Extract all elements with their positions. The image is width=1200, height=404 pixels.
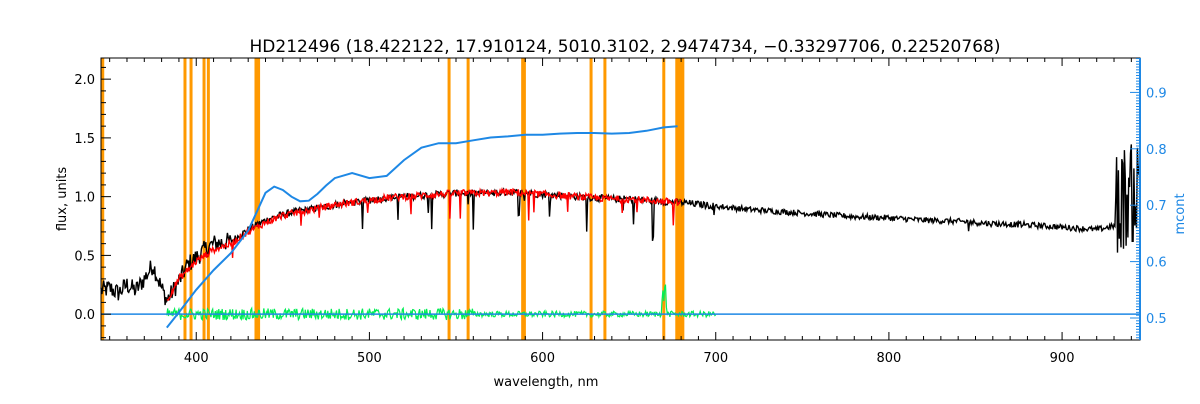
series-group <box>100 125 1141 329</box>
y-axis-label: flux, units <box>55 167 70 232</box>
x-tick-label: 800 <box>876 351 901 366</box>
mcont-line <box>166 125 678 329</box>
y2-tick-label: 0.8 <box>1146 143 1167 158</box>
y2-tick-label: 0.5 <box>1146 312 1167 327</box>
y2-tick-label: 0.6 <box>1146 256 1167 271</box>
y-tick-label: 0.0 <box>74 308 95 323</box>
y-tick-label: 2.0 <box>74 73 95 88</box>
y2-tick-label: 0.7 <box>1146 199 1167 214</box>
y-tick-label: 0.5 <box>74 249 95 264</box>
x-tick-label: 400 <box>184 351 209 366</box>
model-flux-line <box>166 186 682 301</box>
y2-axis-label: mcont <box>1173 193 1188 234</box>
y-tick-label: 1.0 <box>74 191 95 206</box>
y-tick-label: 1.5 <box>74 132 95 147</box>
x-tick-label: 600 <box>530 351 555 366</box>
chart-title: HD212496 (18.422122, 17.910124, 5010.310… <box>250 37 1001 57</box>
x-tick-label: 500 <box>357 351 382 366</box>
y2-tick-label: 0.9 <box>1146 86 1167 101</box>
x-tick-label: 900 <box>1050 351 1075 366</box>
x-tick-label: 700 <box>703 351 728 366</box>
axes-group: 400 500 600 700 800 900 0.0 0.5 1.0 1.5 2.0 0.5 0.6 0… <box>74 57 1167 366</box>
x-axis-label: wavelength, nm <box>494 375 599 390</box>
